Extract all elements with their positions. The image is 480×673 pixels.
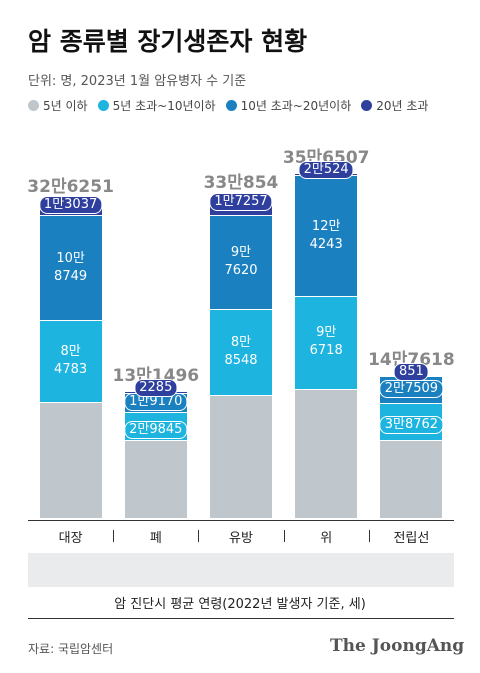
data-label: 8만 4783: [54, 344, 88, 378]
separator: [198, 530, 200, 542]
bar-segment: [380, 440, 443, 518]
category-label: 전립선: [393, 531, 430, 546]
category-label: 폐: [149, 531, 162, 546]
data-label: 2285: [134, 378, 178, 397]
age-caption: 암 진단시 평균 연령(2022년 발생자 기준, 세): [114, 597, 366, 612]
legend-item: 20년 초과: [361, 97, 428, 114]
total-label: 14만7618: [368, 350, 455, 371]
data-label: 10만 8749: [54, 250, 88, 284]
legend: 5년 이하 5년 초과~10년이하 10년 초과~20년이하 20년 초과: [28, 97, 428, 114]
data-label: 12만 4243: [309, 218, 343, 252]
legend-label: 5년 이하: [43, 99, 88, 113]
divider: [28, 618, 454, 619]
data-label: 9만 6718: [309, 325, 343, 359]
data-label: 2만524: [298, 161, 354, 180]
separator: [283, 530, 285, 542]
legend-label: 5년 초과~10년이하: [112, 99, 216, 113]
data-label: 1만3037: [38, 195, 103, 214]
category-label: 위: [320, 531, 333, 546]
legend-swatch: [97, 100, 109, 111]
data-label: 8만 8548: [224, 334, 258, 368]
legend-item: 10년 초과~20년이하: [225, 97, 352, 114]
data-label: 1만7257: [209, 193, 273, 212]
bar-segment: [124, 440, 187, 518]
data-label: 851: [393, 362, 429, 381]
bar-segment: [295, 295, 358, 390]
bar-segment: [210, 214, 272, 309]
legend-item: 5년 이하: [28, 97, 88, 114]
category-row: [28, 520, 454, 551]
separator: [113, 530, 115, 542]
legend-swatch: [361, 100, 373, 111]
bar-segment: [210, 308, 272, 395]
legend-item: 5년 초과~10년이하: [97, 97, 216, 114]
bar-segment: [295, 175, 358, 296]
legend-label: 10년 초과~20년이하: [240, 99, 352, 113]
data-label: 3만8762: [379, 416, 444, 435]
legend-swatch: [28, 100, 39, 111]
title: 암 종류별 장기생존자 현황: [28, 27, 308, 56]
legend-swatch: [225, 100, 237, 111]
bar-segment: [39, 320, 102, 403]
logo: The JoongAng: [330, 636, 465, 656]
total-label: 13만1496: [112, 365, 200, 386]
separator: [368, 530, 370, 542]
total-label: 32만6251: [27, 177, 114, 198]
bar-segment: [39, 402, 102, 518]
data-label: 2만9845: [124, 420, 188, 439]
total-label: 33만854: [203, 172, 279, 193]
source: 자료: 국립암센터: [28, 642, 114, 656]
data-label: 9만 7620: [224, 244, 258, 278]
subtitle: 단위: 명, 2023년 1월 암유병자 수 기준: [28, 74, 247, 89]
category-label: 유방: [229, 531, 253, 546]
bar-segment: [295, 389, 358, 518]
bar-segment: [39, 214, 102, 321]
bar-segment: [210, 394, 272, 518]
legend-label: 20년 초과: [376, 99, 429, 113]
age-row: [28, 553, 454, 587]
category-label: 대장: [58, 531, 83, 546]
data-label: 2만7509: [379, 380, 444, 399]
